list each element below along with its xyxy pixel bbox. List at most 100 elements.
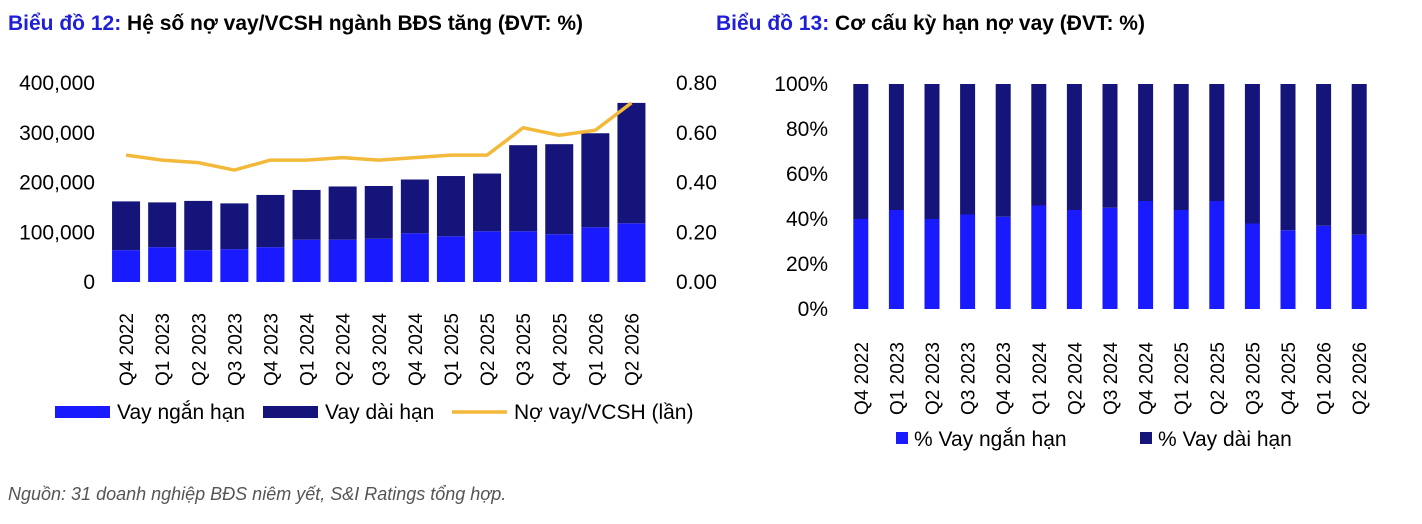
chart-13: 0% 20% 40% 60% 80% 100% Q4 2022 Q1 2023 Q2 2023 Q…	[774, 73, 1371, 451]
bar-pct-vay-ngan-han	[1173, 210, 1189, 309]
bar-pct-vay-dai-han	[888, 84, 904, 210]
x-tick-label: Q1 2024	[298, 313, 319, 386]
x-tick-label: Q4 2025	[1279, 342, 1300, 415]
y-tick-label: 0%	[798, 298, 828, 321]
bar-vay-dai-han	[220, 203, 249, 250]
bar-pct-vay-dai-han	[1031, 84, 1047, 206]
bar-pct-vay-ngan-han	[1244, 223, 1260, 309]
bar-vay-dai-han	[328, 186, 357, 240]
x-tick-label: Q3 2025	[1243, 342, 1264, 415]
y-tick-label: 100%	[774, 73, 828, 96]
y-left-tick-label: 400,000	[19, 72, 95, 95]
x-tick-label: Q4 2022	[852, 342, 873, 415]
bar-pct-vay-ngan-han	[924, 219, 940, 309]
x-tick-label: Q2 2026	[1350, 342, 1371, 415]
bar-vay-ngan-han	[184, 250, 213, 282]
chart-12-title-text: Hệ số nợ vay/VCSH ngành BĐS tăng (ĐVT: %…	[127, 12, 584, 35]
legend-label-pct-vay-dai-han: % Vay dài hạn	[1158, 428, 1292, 451]
bar-vay-ngan-han	[509, 231, 538, 282]
legend-label-no-vay-vcsh: Nợ vay/VCSH (lần)	[514, 401, 693, 424]
bar-pct-vay-dai-han	[960, 84, 976, 215]
chart-12-title: Biểu đồ 12: Hệ số nợ vay/VCSH ngành BĐS …	[8, 12, 583, 36]
chart-12-title-label: Biểu đồ 12:	[8, 12, 122, 35]
x-tick-label: Q4 2023	[994, 342, 1015, 415]
bar-pct-vay-ngan-han	[1316, 225, 1332, 309]
bar-vay-ngan-han	[292, 239, 321, 282]
bar-pct-vay-ngan-han	[1209, 201, 1225, 309]
x-tick-label: Q1 2023	[887, 342, 908, 415]
y-right-tick-label: 0.40	[676, 172, 717, 195]
x-tick-label: Q2 2024	[334, 313, 355, 386]
legend-label-vay-dai-han: Vay dài hạn	[325, 401, 434, 424]
bar-vay-ngan-han	[436, 236, 465, 282]
x-tick-label: Q3 2023	[225, 313, 246, 386]
bar-vay-ngan-han	[545, 234, 574, 282]
bar-pct-vay-ngan-han	[853, 219, 869, 309]
x-tick-label: Q2 2024	[1065, 342, 1086, 415]
y-right-tick-label: 0.00	[676, 271, 717, 294]
bar-vay-dai-han	[292, 189, 321, 240]
legend-swatch-vay-dai-han	[263, 406, 318, 418]
y-left-tick-label: 0	[83, 271, 95, 294]
y-left-tick-label: 100,000	[19, 221, 95, 244]
y-tick-label: 40%	[786, 208, 828, 231]
x-tick-label: Q2 2023	[189, 313, 210, 386]
x-tick-label: Q4 2024	[406, 313, 427, 386]
bar-pct-vay-dai-han	[1102, 84, 1118, 208]
chart-12: 0 100,000 200,000 300,000 400,000 0.00 0.20 0.4…	[19, 72, 717, 424]
chart-13-title: Biểu đồ 13: Cơ cấu kỳ hạn nợ vay (ĐVT: %…	[716, 12, 1145, 36]
legend-swatch-pct-vay-ngan-han	[896, 432, 908, 444]
bar-pct-vay-ngan-han	[1351, 234, 1367, 309]
bar-vay-ngan-han	[328, 239, 357, 282]
x-tick-label: Q4 2025	[550, 313, 571, 386]
bar-vay-ngan-han	[220, 249, 249, 282]
bar-pct-vay-dai-han	[1066, 84, 1082, 210]
x-tick-label: Q1 2026	[1315, 342, 1336, 415]
bar-pct-vay-dai-han	[1280, 84, 1296, 231]
y-left-tick-label: 300,000	[19, 122, 95, 145]
y-tick-label: 20%	[786, 253, 828, 276]
x-tick-label: Q1 2023	[153, 313, 174, 386]
x-tick-label: Q3 2024	[370, 313, 391, 386]
bar-vay-ngan-han	[581, 227, 610, 282]
bar-pct-vay-dai-han	[1173, 84, 1189, 210]
bar-pct-vay-ngan-han	[888, 210, 904, 309]
chart-13-title-text: Cơ cấu kỳ hạn nợ vay (ĐVT: %)	[835, 12, 1145, 35]
bar-pct-vay-ngan-han	[1102, 207, 1118, 309]
y-right-tick-label: 0.80	[676, 72, 717, 95]
bar-vay-ngan-han	[256, 247, 285, 282]
chart-13-title-label: Biểu đồ 13:	[716, 12, 830, 35]
bar-pct-vay-dai-han	[995, 84, 1011, 217]
legend-swatch-vay-ngan-han	[55, 406, 110, 418]
y-right-tick-label: 0.60	[676, 122, 717, 145]
bar-vay-ngan-han	[400, 233, 429, 282]
bar-vay-ngan-han	[473, 231, 502, 282]
bar-pct-vay-dai-han	[1351, 84, 1367, 235]
x-tick-label: Q2 2025	[478, 313, 499, 386]
x-tick-label: Q1 2024	[1030, 342, 1051, 415]
bar-pct-vay-ngan-han	[1066, 210, 1082, 309]
y-tick-label: 80%	[786, 118, 828, 141]
bar-vay-ngan-han	[148, 247, 177, 282]
bar-vay-dai-han	[581, 133, 610, 228]
bar-vay-dai-han	[436, 176, 465, 237]
bar-vay-ngan-han	[617, 223, 646, 282]
bar-vay-dai-han	[364, 185, 393, 239]
bar-pct-vay-dai-han	[1209, 84, 1225, 201]
bar-pct-vay-dai-han	[1138, 84, 1154, 201]
legend-swatch-pct-vay-dai-han	[1140, 432, 1152, 444]
bar-pct-vay-dai-han	[1316, 84, 1332, 226]
x-tick-label: Q3 2024	[1101, 342, 1122, 415]
bar-vay-dai-han	[545, 144, 574, 235]
x-tick-label: Q1 2025	[1172, 342, 1193, 415]
x-tick-label: Q2 2023	[923, 342, 944, 415]
y-left-tick-label: 200,000	[19, 172, 95, 195]
x-tick-label: Q4 2024	[1137, 342, 1158, 415]
bar-vay-dai-han	[184, 200, 213, 251]
bar-vay-ngan-han	[364, 238, 393, 282]
bar-vay-dai-han	[617, 102, 646, 224]
line-no-vay-vcsh	[125, 101, 633, 172]
bar-pct-vay-ngan-han	[1280, 230, 1296, 309]
y-tick-label: 60%	[786, 163, 828, 186]
